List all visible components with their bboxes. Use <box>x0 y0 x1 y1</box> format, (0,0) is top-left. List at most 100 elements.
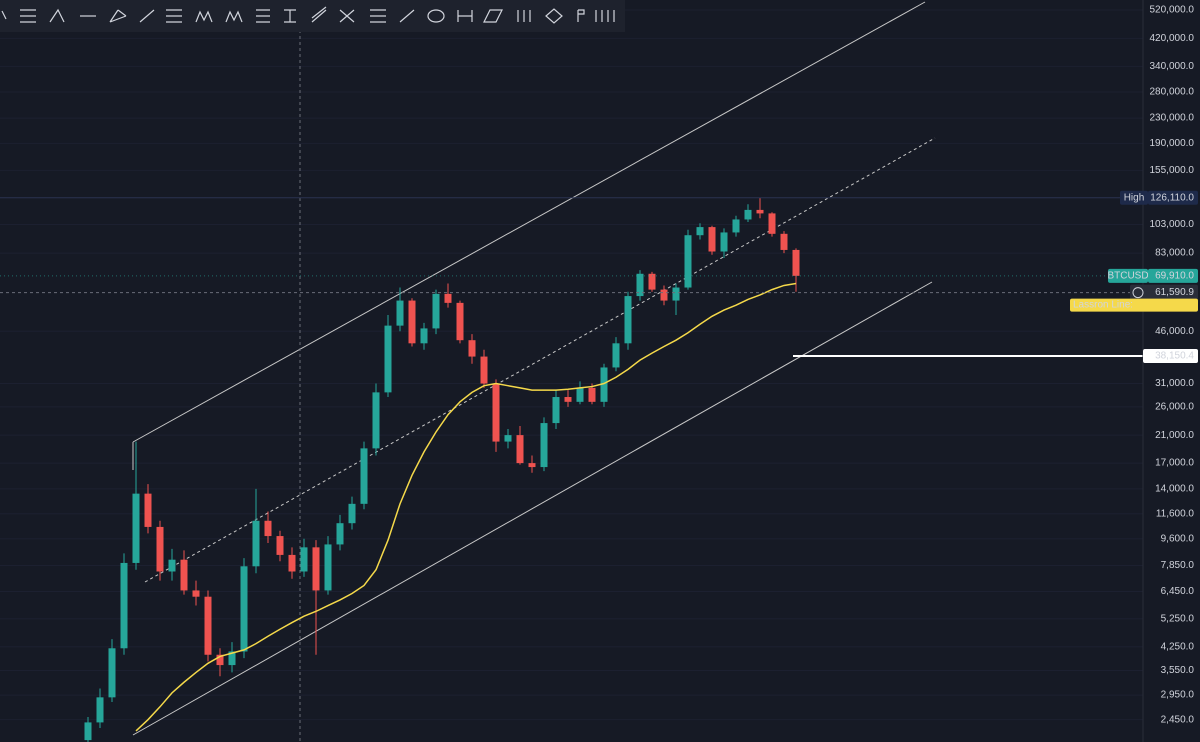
y-tick-label: 3,550.0 <box>1161 665 1195 676</box>
candle-body <box>588 387 596 402</box>
candle-body <box>264 520 272 537</box>
ma-tag <box>1070 298 1198 312</box>
high-value: 126,110.0 <box>1150 192 1194 203</box>
y-tick-label: 520,000.0 <box>1150 5 1195 16</box>
candle-body <box>480 356 488 384</box>
last-price-box <box>1148 268 1198 283</box>
candle-body <box>192 590 200 597</box>
candle-body <box>672 287 680 301</box>
candle-body <box>768 213 776 234</box>
candle-body <box>756 209 764 214</box>
y-tick-label: 21,000.0 <box>1155 430 1194 441</box>
plot <box>0 197 1143 742</box>
last-price-tag-text: BTCUSD <box>1107 270 1148 281</box>
y-tick-label: 17,000.0 <box>1155 458 1194 469</box>
y-tick-label: 340,000.0 <box>1150 61 1195 72</box>
candle-body <box>228 651 236 666</box>
candle-body <box>408 300 416 344</box>
y-tick-label: 103,000.0 <box>1150 219 1195 230</box>
candle-body <box>96 697 104 723</box>
channel-middle <box>144 137 936 583</box>
candle-body <box>108 648 116 698</box>
toolbar <box>0 0 625 32</box>
grid <box>0 9 1143 721</box>
high-tag <box>1120 190 1148 205</box>
crosshair-value: 61,590.9 <box>1155 287 1194 298</box>
horizontal-ray-box <box>1143 349 1198 364</box>
candle-body <box>288 554 296 572</box>
candle-body <box>276 536 284 555</box>
candle-body <box>456 302 464 341</box>
candle-body <box>240 566 248 652</box>
toolbar-bg <box>0 0 625 32</box>
y-tick-label: 9,600.0 <box>1161 533 1195 544</box>
candle-body <box>780 233 788 250</box>
y-tick-label: 280,000.0 <box>1150 87 1195 98</box>
candle-body <box>144 493 152 527</box>
candle-body <box>624 296 632 344</box>
candle-body <box>132 493 140 563</box>
channel-lower <box>132 281 933 736</box>
candle-body <box>552 397 560 424</box>
y-tick-label: 7,850.0 <box>1161 560 1195 571</box>
candle-body <box>336 523 344 545</box>
candle-body <box>468 340 476 357</box>
candle-body <box>120 562 128 649</box>
candle-body <box>732 219 740 233</box>
toolbar-icons[interactable] <box>1 6 615 24</box>
candle-body <box>348 503 356 524</box>
candle-body <box>636 273 644 297</box>
candle-body <box>300 547 308 572</box>
candle-body <box>600 367 608 402</box>
candle-body <box>216 654 224 666</box>
candle-body <box>372 392 380 449</box>
y-tick-label: 4,250.0 <box>1161 641 1195 652</box>
candle-body <box>432 293 440 329</box>
y-tick-label: 6,450.0 <box>1161 586 1195 597</box>
y-tick-label: 14,000.0 <box>1155 483 1194 494</box>
y-tick-label: 83,000.0 <box>1155 248 1194 259</box>
candle-body <box>84 722 92 741</box>
candle-body <box>180 559 188 591</box>
y-tick-label: 230,000.0 <box>1150 113 1195 124</box>
candle-body <box>612 343 620 368</box>
candle-body <box>660 289 668 301</box>
axis-bg <box>1143 0 1200 742</box>
crosshair-add-icon[interactable] <box>1132 287 1144 299</box>
candle-body <box>576 387 584 402</box>
y-tick-label: 5,250.0 <box>1161 613 1195 624</box>
candle-body <box>792 249 800 276</box>
candle-body <box>324 544 332 591</box>
channel-upper <box>132 1 926 443</box>
candle-body <box>360 448 368 504</box>
y-tick-label: 190,000.0 <box>1150 138 1195 149</box>
candle-body <box>708 227 716 252</box>
candle-body <box>396 300 404 326</box>
candle-body <box>684 235 692 288</box>
candle-body <box>516 435 524 464</box>
candle-body <box>744 209 752 220</box>
y-tick-label: 155,000.0 <box>1150 165 1195 176</box>
candle-body <box>492 383 500 442</box>
candle-body <box>312 547 320 591</box>
y-tick-label: 46,000.0 <box>1155 326 1194 337</box>
y-tick-label: 26,000.0 <box>1155 401 1194 412</box>
moving-average-line <box>135 282 797 732</box>
price-axis: 2,450.0 2,950.0 3,550.0 4,250.0 5,250.0 6,450… <box>1070 0 1200 742</box>
candle-body <box>528 463 536 468</box>
candle-body <box>564 397 572 402</box>
ma-tag-text: Lassron Line: <box>1073 300 1133 311</box>
candle-body <box>648 273 656 290</box>
candle-body <box>720 232 728 252</box>
horizontal-ray-value: 38,150.4 <box>1155 351 1194 362</box>
candle-body <box>696 227 704 236</box>
y-tick-label: 31,000.0 <box>1155 378 1194 389</box>
candle-body <box>540 423 548 468</box>
candle-body <box>504 435 512 442</box>
candle-body <box>252 520 260 567</box>
candle-body <box>384 325 392 393</box>
y-tick-label: 2,950.0 <box>1161 690 1195 701</box>
candle-body <box>168 559 176 572</box>
